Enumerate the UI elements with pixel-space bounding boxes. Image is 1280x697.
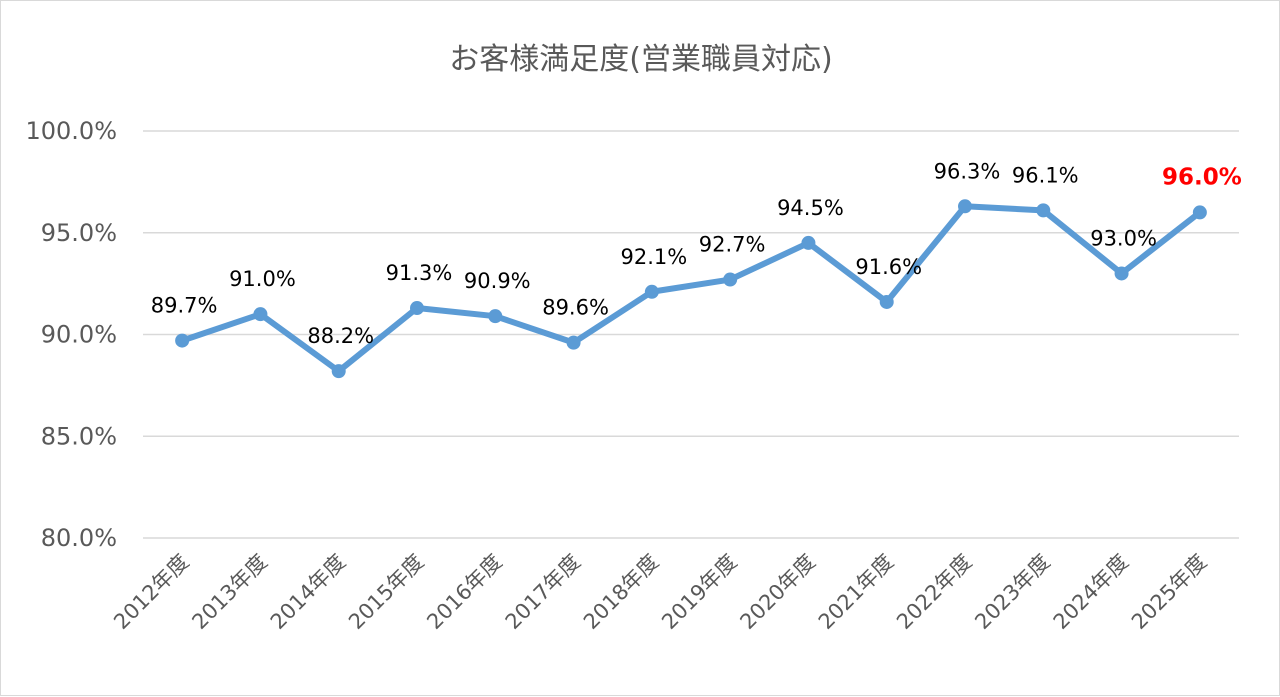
x-tick-label: 2018年度 xyxy=(579,550,663,634)
data-point xyxy=(410,301,424,316)
x-axis-ticks: 2012年度2013年度2014年度2015年度2016年度2017年度2018… xyxy=(109,550,1211,634)
x-tick-label: 2016年度 xyxy=(422,550,506,634)
data-point xyxy=(1114,266,1129,281)
data-label: 89.6% xyxy=(542,296,609,320)
data-label: 92.7% xyxy=(699,233,766,257)
data-label: 91.3% xyxy=(386,261,453,285)
x-tick-label: 2015年度 xyxy=(344,550,428,634)
data-label: 96.0% xyxy=(1162,164,1242,190)
series-line xyxy=(179,203,1203,375)
x-tick-label: 2021年度 xyxy=(814,550,898,634)
x-tick-label: 2017年度 xyxy=(501,550,585,634)
data-label: 92.1% xyxy=(620,245,687,269)
series-1 xyxy=(175,199,1207,379)
data-label: 89.7% xyxy=(151,294,218,318)
y-tick-label: 90.0% xyxy=(41,321,117,349)
y-tick-label: 100.0% xyxy=(25,117,117,145)
data-point xyxy=(958,199,972,214)
data-label: 91.6% xyxy=(855,255,922,279)
data-point xyxy=(1192,205,1207,220)
data-label: 88.2% xyxy=(307,324,374,348)
data-point xyxy=(253,307,268,322)
data-label: 91.0% xyxy=(229,267,296,291)
x-tick-label: 2022年度 xyxy=(892,550,976,634)
data-labels: 89.7% 91.0% 88.2% 91.3% 90.9% 89.6% 92.1% 92.7%… xyxy=(151,159,1242,348)
x-tick-label: 2024年度 xyxy=(1049,550,1133,634)
data-point xyxy=(566,335,581,350)
x-tick-label: 2020年度 xyxy=(735,550,819,634)
data-point xyxy=(723,272,738,287)
data-label: 96.1% xyxy=(1012,163,1079,187)
y-axis-ticks: 80.0% 85.0% 90.0% 95.0% 100.0% xyxy=(25,117,117,552)
data-point xyxy=(331,364,346,379)
chart-title: お客様満足度(営業職員対応) xyxy=(449,42,832,77)
data-point xyxy=(644,284,659,299)
y-tick-label: 85.0% xyxy=(41,422,117,450)
x-tick-label: 2013年度 xyxy=(187,550,271,634)
x-tick-label: 2012年度 xyxy=(109,550,193,634)
x-tick-label: 2014年度 xyxy=(266,550,350,634)
y-tick-label: 95.0% xyxy=(41,219,117,247)
x-tick-label: 2025年度 xyxy=(1127,550,1211,634)
x-tick-label: 2019年度 xyxy=(657,550,741,634)
data-label: 96.3% xyxy=(934,159,1001,183)
data-label: 93.0% xyxy=(1090,226,1157,250)
y-tick-label: 80.0% xyxy=(41,524,117,552)
data-point xyxy=(488,309,503,324)
data-point xyxy=(801,235,816,250)
data-label: 94.5% xyxy=(777,196,844,220)
x-tick-label: 2023年度 xyxy=(970,550,1054,634)
data-label: 90.9% xyxy=(464,269,531,293)
data-point xyxy=(1036,203,1051,218)
data-point xyxy=(175,333,190,348)
gridlines xyxy=(143,130,1239,539)
data-point xyxy=(879,294,894,309)
